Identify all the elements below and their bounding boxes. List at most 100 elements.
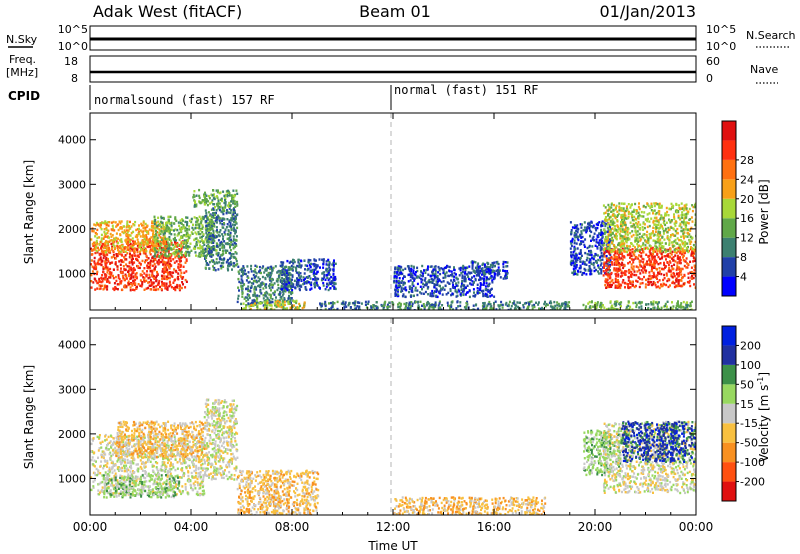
power-echo-cell — [131, 288, 134, 291]
power-echo-cell — [472, 294, 475, 298]
power-echo-cell — [328, 277, 331, 280]
power-echo-cell — [488, 300, 491, 304]
power-echo-cell — [300, 275, 303, 278]
power-echo-cell — [266, 275, 269, 278]
power-echo-cell — [659, 257, 662, 261]
power-echo-cell — [204, 238, 207, 241]
power-echo-cell — [194, 227, 197, 230]
power-echo-cell — [680, 235, 683, 238]
power-echo-cell — [216, 244, 218, 248]
power-echo-cell — [283, 288, 286, 291]
power-echo-cell — [441, 304, 444, 307]
power-echo-cell — [404, 306, 407, 309]
power-echo-cell — [531, 304, 534, 307]
power-echo-cell — [245, 272, 247, 276]
power-echo-cell — [694, 274, 696, 278]
power-echo-cell — [273, 302, 276, 305]
power-echo-cell — [233, 241, 236, 245]
power-echo-cell — [180, 271, 183, 275]
power-echo-cell — [394, 275, 397, 278]
power-echo-cell — [653, 204, 656, 208]
power-echo-cell — [180, 256, 183, 259]
power-echo-cell — [202, 241, 205, 244]
power-echo-cell — [399, 268, 402, 271]
power-echo-cell — [165, 240, 168, 243]
power-echo-cell — [188, 245, 191, 249]
power-echo-cell — [299, 304, 301, 308]
power-echo-cell — [574, 265, 577, 268]
power-echo-cell — [486, 304, 489, 307]
power-echo-cell — [412, 271, 415, 274]
power-echo-cell — [465, 305, 468, 308]
power-echo-cell — [606, 259, 609, 262]
power-echo-cell — [677, 250, 680, 253]
power-echo-cell — [92, 266, 95, 269]
power-echo-cell — [154, 232, 157, 235]
power-echo-cell — [248, 296, 251, 300]
power-echo-cell — [175, 260, 178, 263]
power-echo-cell — [142, 252, 145, 255]
power-echo-cell — [444, 276, 447, 279]
power-echo-cell — [424, 290, 427, 294]
power-echo-cell — [123, 255, 126, 259]
power-echo-cell — [410, 304, 413, 308]
power-echo-cell — [653, 264, 656, 267]
power-echo-cell — [449, 307, 452, 310]
power-echo-cell — [645, 253, 648, 256]
power-echo-cell — [264, 308, 267, 310]
power-echo-cell — [201, 200, 204, 203]
power-echo-cell — [110, 273, 113, 276]
power-echo-cell — [185, 216, 187, 219]
power-echo-cell — [396, 271, 399, 274]
power-echo-cell — [172, 287, 175, 290]
power-echo-cell — [177, 278, 180, 281]
power-echo-cell — [203, 199, 206, 202]
power-echo-cell — [605, 257, 608, 260]
power-echo-cell — [141, 270, 144, 273]
power-echo-cell — [291, 288, 294, 292]
power-echo-cell — [269, 274, 272, 277]
power-echo-cell — [224, 233, 227, 236]
power-echo-cell — [256, 280, 259, 284]
power-echo-cell — [254, 286, 257, 289]
power-echo-cell — [535, 301, 537, 304]
power-echo-cell — [146, 266, 149, 269]
power-echo-cell — [141, 283, 144, 286]
power-echo-cell — [473, 275, 476, 278]
power-echo-cell — [157, 258, 160, 262]
power-echo-cell — [619, 286, 622, 290]
power-echo-cell — [269, 301, 272, 304]
power-echo-cell — [181, 236, 184, 239]
power-echo-cell — [427, 265, 429, 268]
power-echo-cell — [256, 304, 259, 307]
power-echo-cell — [104, 267, 107, 270]
power-echo-cell — [173, 261, 176, 264]
power-echo-cell — [221, 199, 223, 203]
power-echo-cell — [309, 265, 312, 268]
power-echo-cell — [613, 254, 616, 257]
power-echo-cell — [652, 283, 655, 286]
power-echo-cell — [159, 236, 162, 239]
power-echo-cell — [223, 244, 226, 248]
power-echo-cell — [221, 233, 224, 236]
power-echo-cell — [260, 283, 262, 287]
power-echo-cell — [648, 281, 651, 284]
power-echo-cell — [106, 277, 109, 281]
power-echo-cell — [687, 276, 690, 279]
power-echo-cell — [95, 246, 98, 249]
power-echo-cell — [198, 227, 201, 230]
power-echo-cell — [297, 259, 300, 262]
power-echo-cell — [422, 303, 425, 306]
power-echo-cell — [187, 239, 189, 242]
power-echo-cell — [159, 240, 162, 243]
power-echo-cell — [621, 225, 624, 228]
power-echo-cell — [621, 247, 624, 250]
power-echo-cell — [149, 260, 152, 264]
power-echo-cell — [559, 308, 561, 310]
power-echo-cell — [296, 308, 299, 310]
power-echo-cell — [185, 235, 188, 238]
power-echo-cell — [164, 237, 167, 241]
power-echo-cell — [232, 226, 235, 229]
power-echo-cell — [164, 224, 167, 227]
power-echo-cell — [97, 248, 100, 251]
